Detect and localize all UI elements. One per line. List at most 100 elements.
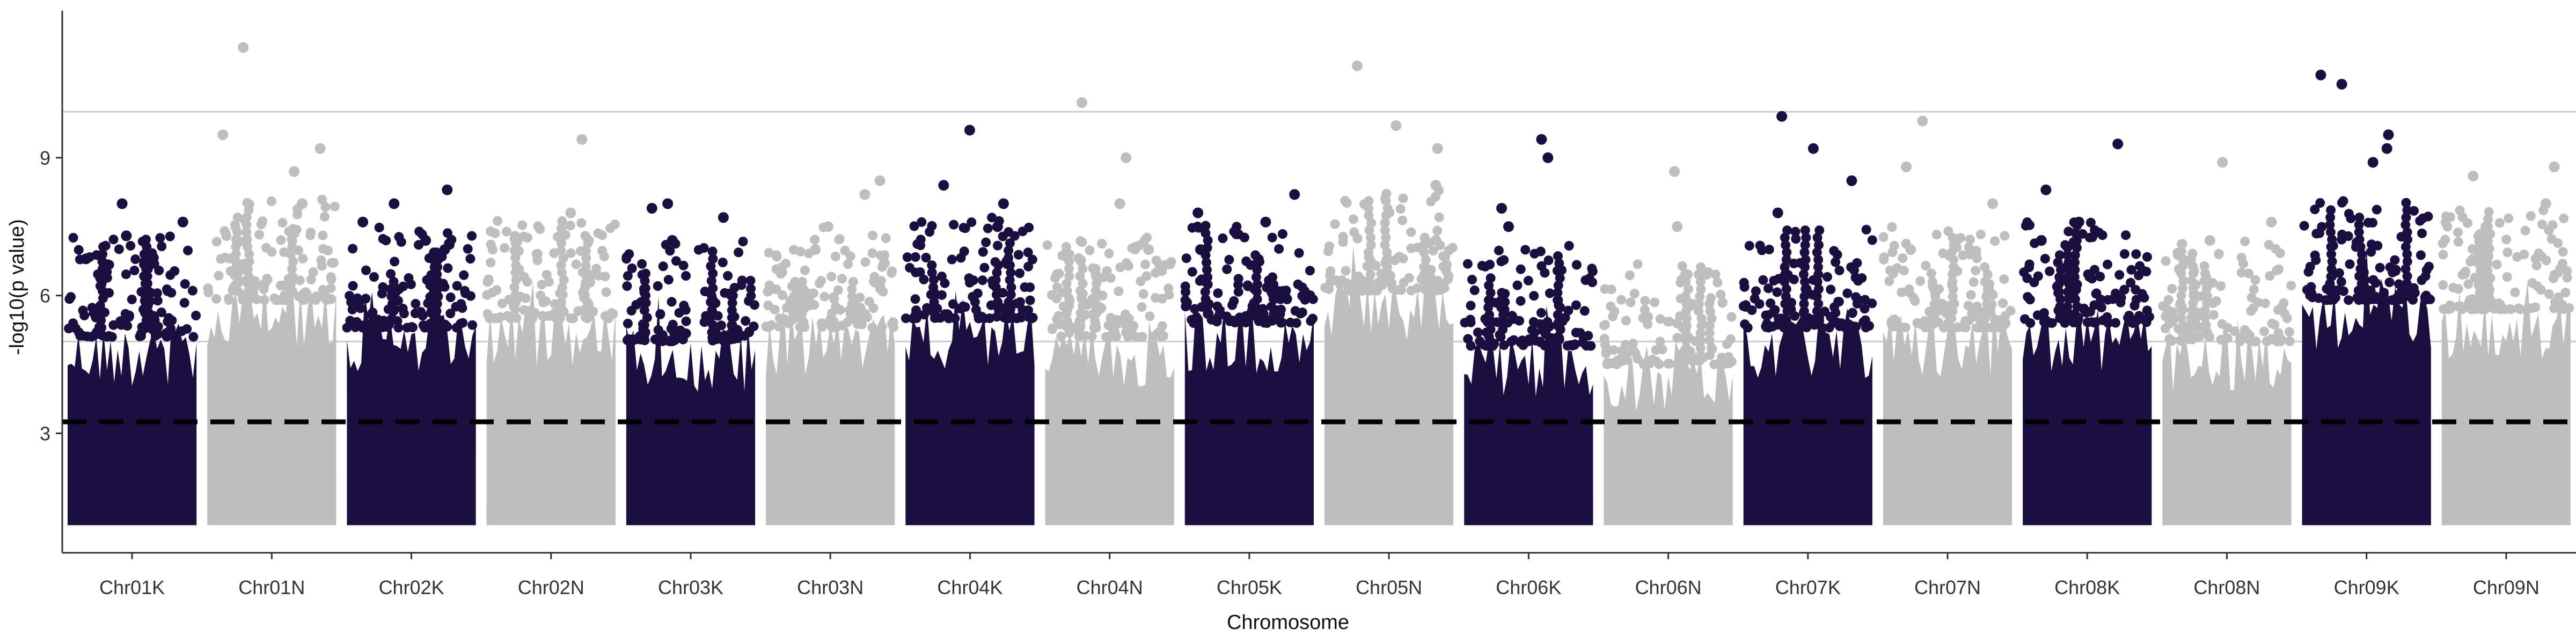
data-point — [2455, 205, 2465, 215]
data-point — [1609, 306, 1620, 317]
point-cloud — [68, 323, 197, 525]
data-point — [1681, 306, 1691, 316]
data-point — [916, 235, 926, 245]
outlier-point — [2073, 216, 2084, 228]
data-point — [1553, 310, 1563, 320]
data-point — [1680, 291, 1690, 302]
data-point — [348, 244, 358, 254]
data-point — [451, 302, 461, 312]
data-point — [1780, 262, 1790, 272]
outlier-point — [1987, 198, 1999, 209]
data-point — [373, 314, 383, 325]
data-point — [1545, 288, 1555, 298]
data-point — [833, 285, 843, 295]
data-point — [902, 252, 912, 262]
data-point — [1694, 306, 1704, 316]
data-point — [2326, 249, 2336, 259]
data-point — [571, 259, 581, 269]
data-point — [1419, 262, 1429, 272]
data-point — [299, 295, 309, 305]
data-point — [1074, 323, 1085, 333]
point-cloud — [1464, 305, 1593, 525]
outlier-point — [2540, 198, 2551, 209]
data-point — [2158, 301, 2168, 311]
data-point — [1395, 204, 1406, 214]
data-point — [1062, 279, 1072, 289]
data-point — [2039, 308, 2049, 318]
data-point — [741, 316, 751, 326]
data-point — [1763, 283, 1773, 294]
data-point — [917, 217, 927, 227]
data-point — [761, 321, 771, 332]
data-point — [2463, 279, 2473, 289]
data-point — [1498, 310, 1508, 320]
data-point — [705, 312, 715, 323]
data-point — [519, 272, 529, 282]
data-point — [433, 277, 443, 287]
data-point — [2489, 303, 2499, 313]
data-point — [1813, 240, 1824, 250]
data-point — [667, 297, 677, 307]
data-point — [1898, 253, 1908, 263]
data-point — [2200, 268, 2210, 279]
data-point — [1813, 269, 1824, 280]
data-point — [1908, 292, 1919, 303]
data-point — [867, 248, 877, 258]
outlier-point — [576, 134, 588, 145]
data-point — [1473, 327, 1483, 338]
data-point — [867, 323, 877, 333]
data-point — [640, 276, 650, 286]
data-point — [640, 327, 650, 338]
data-point — [459, 270, 469, 280]
data-point — [1250, 302, 1261, 312]
data-point — [242, 197, 252, 208]
data-point — [179, 298, 189, 308]
data-point — [948, 299, 958, 309]
data-point — [2164, 319, 2175, 329]
chromosome-Chr09K — [2299, 69, 2435, 525]
data-point — [2131, 249, 2141, 259]
data-point — [2473, 244, 2483, 254]
data-point — [848, 277, 858, 287]
data-point — [2069, 272, 2080, 282]
x-tick-Chr07K: Chr07K — [1775, 576, 1841, 598]
data-point — [2064, 280, 2074, 290]
data-point — [2446, 303, 2456, 313]
data-point — [1202, 265, 1212, 275]
data-point — [734, 247, 744, 258]
data-point — [1964, 242, 1974, 252]
data-point — [1005, 238, 1015, 248]
outlier-point — [1077, 97, 1087, 108]
data-point — [1056, 331, 1066, 341]
data-point — [1381, 232, 1391, 243]
data-point — [956, 253, 966, 263]
data-point — [1571, 260, 1582, 270]
data-point — [2526, 211, 2536, 221]
data-point — [276, 235, 286, 245]
data-point — [745, 275, 756, 286]
data-point — [1630, 348, 1641, 358]
data-point — [136, 331, 146, 341]
data-point — [2103, 259, 2112, 269]
data-point — [321, 295, 332, 305]
data-point — [1089, 315, 1100, 325]
data-point — [1104, 248, 1114, 259]
data-point — [433, 284, 443, 294]
data-point — [1075, 257, 1086, 267]
point-cloud — [486, 282, 616, 525]
data-point — [1063, 323, 1073, 333]
data-point — [97, 264, 107, 274]
chromosome-Chr01K — [64, 198, 201, 525]
point-cloud — [766, 305, 895, 525]
data-point — [1763, 310, 1773, 320]
data-point — [2338, 196, 2348, 206]
data-point — [1015, 297, 1025, 307]
data-point — [1587, 264, 1597, 274]
data-point — [1395, 284, 1406, 295]
data-point — [467, 231, 477, 241]
data-point — [1813, 262, 1823, 272]
data-point — [418, 311, 428, 321]
data-point — [1305, 266, 1315, 276]
data-point — [2325, 286, 2335, 296]
data-point — [2326, 264, 2337, 274]
